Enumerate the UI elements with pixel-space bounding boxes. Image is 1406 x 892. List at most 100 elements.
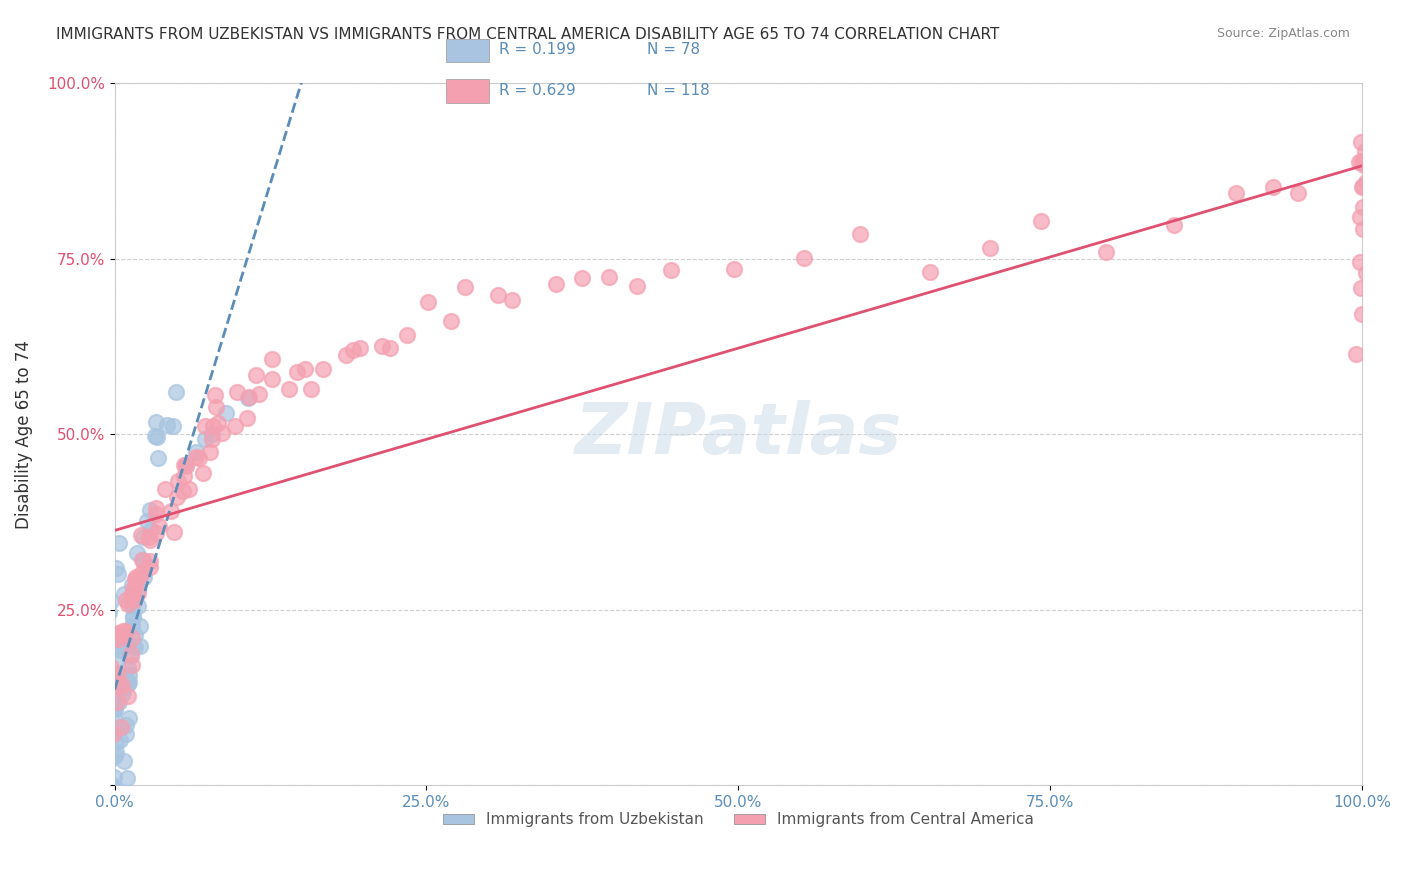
Point bbox=[262, 372, 284, 386]
Y-axis label: Disability Age 65 to 74: Disability Age 65 to 74 bbox=[15, 340, 32, 529]
Point bbox=[105, 676, 128, 690]
Point bbox=[138, 530, 160, 544]
Point bbox=[211, 425, 233, 440]
Point bbox=[723, 261, 745, 276]
Point bbox=[114, 717, 136, 731]
Point bbox=[100, 594, 122, 608]
Point bbox=[1353, 158, 1375, 172]
Point bbox=[128, 639, 150, 653]
Point bbox=[661, 262, 683, 277]
Point bbox=[124, 572, 146, 586]
Point bbox=[849, 227, 872, 241]
Point bbox=[162, 419, 184, 434]
Point bbox=[1347, 154, 1369, 169]
Point bbox=[155, 417, 177, 432]
Point bbox=[166, 490, 188, 504]
Point bbox=[204, 388, 226, 402]
Point bbox=[1351, 178, 1374, 193]
Point bbox=[1354, 145, 1376, 159]
Point bbox=[148, 451, 170, 466]
Point bbox=[145, 507, 167, 521]
Point bbox=[1095, 244, 1118, 259]
Point bbox=[121, 639, 143, 653]
Point bbox=[598, 270, 620, 285]
Point bbox=[108, 733, 131, 747]
Point bbox=[571, 270, 593, 285]
Point bbox=[121, 631, 143, 645]
Point bbox=[110, 682, 132, 697]
Point bbox=[163, 524, 186, 539]
Point bbox=[1351, 156, 1374, 170]
Point bbox=[107, 687, 129, 701]
Point bbox=[103, 671, 125, 685]
Point bbox=[139, 502, 162, 516]
Point bbox=[129, 528, 152, 542]
Point bbox=[117, 689, 139, 703]
Point bbox=[160, 504, 183, 518]
Point bbox=[236, 410, 259, 425]
Point bbox=[236, 391, 259, 405]
Point bbox=[1353, 155, 1375, 169]
FancyBboxPatch shape bbox=[447, 39, 489, 62]
Point bbox=[104, 701, 127, 715]
Point bbox=[115, 592, 138, 607]
Point bbox=[440, 314, 463, 328]
Point bbox=[132, 530, 155, 544]
Text: IMMIGRANTS FROM UZBEKISTAN VS IMMIGRANTS FROM CENTRAL AMERICA DISABILITY AGE 65 : IMMIGRANTS FROM UZBEKISTAN VS IMMIGRANTS… bbox=[56, 27, 1000, 42]
Point bbox=[1348, 210, 1371, 224]
Point bbox=[111, 635, 134, 649]
Point bbox=[312, 362, 335, 376]
Point bbox=[1163, 219, 1185, 233]
Point bbox=[121, 577, 143, 591]
Point bbox=[118, 668, 141, 682]
Point bbox=[125, 546, 148, 560]
Legend: Immigrants from Uzbekistan, Immigrants from Central America: Immigrants from Uzbekistan, Immigrants f… bbox=[437, 806, 1039, 834]
Point bbox=[486, 288, 509, 302]
Point bbox=[107, 626, 129, 640]
Point bbox=[124, 628, 146, 642]
Point bbox=[105, 629, 128, 643]
Point bbox=[105, 745, 128, 759]
Point bbox=[100, 751, 122, 765]
Point bbox=[141, 523, 163, 537]
Point bbox=[1353, 222, 1375, 236]
Point bbox=[153, 482, 176, 496]
Point bbox=[188, 450, 211, 465]
Point bbox=[105, 721, 128, 735]
Point bbox=[122, 592, 145, 607]
Text: ZIPatlas: ZIPatlas bbox=[575, 400, 903, 469]
Point bbox=[131, 552, 153, 566]
Point bbox=[114, 624, 136, 639]
Point bbox=[201, 433, 224, 447]
Point bbox=[1350, 280, 1372, 294]
Point bbox=[177, 483, 200, 497]
Point bbox=[349, 341, 371, 355]
Point bbox=[1355, 175, 1378, 189]
Point bbox=[145, 525, 167, 540]
Point bbox=[129, 618, 152, 632]
Point bbox=[103, 689, 125, 703]
Point bbox=[124, 640, 146, 655]
Point bbox=[260, 352, 283, 367]
Point bbox=[131, 567, 153, 582]
Point bbox=[544, 277, 567, 291]
Point bbox=[145, 415, 167, 429]
Point bbox=[114, 727, 136, 741]
Point bbox=[1286, 186, 1309, 201]
Point bbox=[396, 327, 419, 342]
Text: N = 118: N = 118 bbox=[647, 83, 710, 97]
Point bbox=[98, 605, 121, 619]
Point bbox=[111, 624, 134, 639]
Point bbox=[136, 514, 159, 528]
Point bbox=[108, 536, 131, 550]
Point bbox=[335, 348, 357, 362]
Point bbox=[107, 680, 129, 694]
Point bbox=[122, 582, 145, 597]
Point bbox=[104, 561, 127, 575]
Point bbox=[132, 553, 155, 567]
Point bbox=[172, 483, 194, 498]
Point bbox=[1225, 186, 1247, 200]
Point bbox=[121, 609, 143, 624]
Point bbox=[103, 720, 125, 734]
Point bbox=[108, 643, 131, 657]
